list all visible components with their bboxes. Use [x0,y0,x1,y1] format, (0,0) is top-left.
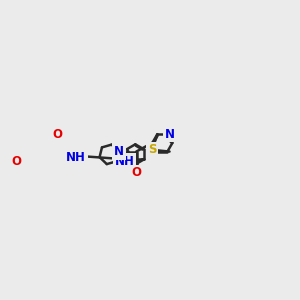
Text: O: O [131,166,141,179]
Text: NH: NH [66,151,86,164]
Text: N: N [114,145,124,158]
Text: O: O [11,155,21,168]
Text: S: S [148,143,156,156]
Text: N: N [165,128,175,141]
Text: O: O [52,128,62,141]
Text: NH: NH [115,155,134,168]
